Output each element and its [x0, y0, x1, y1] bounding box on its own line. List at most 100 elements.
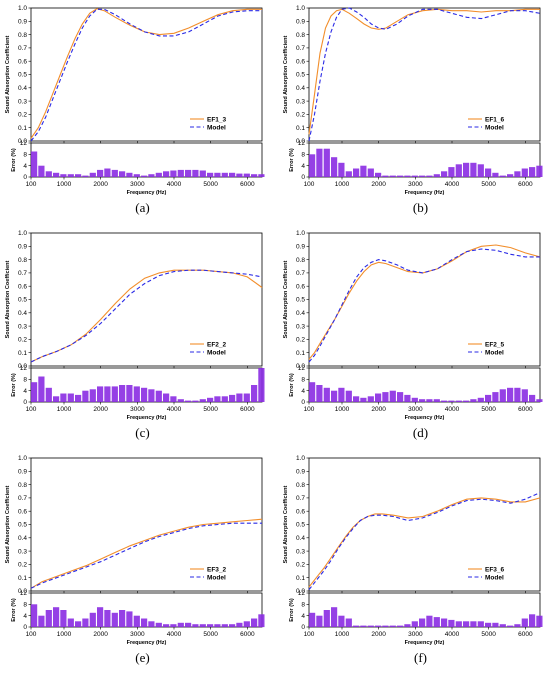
y-tick-label: 0.3 [18, 98, 27, 105]
error-bar [177, 169, 184, 177]
error-bar [485, 168, 492, 177]
legend-label: EF2_5 [485, 341, 505, 348]
y-axis-label: Error (%) [11, 373, 17, 397]
error-bar [507, 625, 514, 627]
error-bar [411, 175, 418, 177]
y-tick-label: 0.8 [18, 257, 27, 264]
x-tick-label: 4000 [167, 406, 182, 413]
y-tick-label: 0.8 [296, 482, 305, 489]
y-tick-label: 0.8 [296, 257, 305, 264]
y-tick-label: 0.1 [18, 575, 27, 582]
x-tick-label: 1000 [335, 181, 350, 188]
y-tick-label: 0 [301, 174, 305, 181]
error-bar [426, 175, 433, 177]
panel-d: 0.0 0.1 0.2 0.3 0.4 0.5 0.6 0.7 0.8 0.9 1.0 Sound A… [283, 230, 543, 440]
y-tick-label: 0.4 [18, 535, 27, 542]
error-bar [126, 385, 133, 402]
error-bar [499, 624, 506, 627]
x-tick-label: 5000 [203, 181, 218, 188]
y-tick-label: 0.7 [18, 495, 27, 502]
plot-frame [30, 457, 263, 592]
y-tick-label: 0.8 [18, 32, 27, 39]
legend-label: Model [485, 574, 504, 581]
x-tick-label: 5000 [481, 631, 496, 638]
error-bar [433, 617, 440, 627]
y-tick-label: 0.6 [18, 58, 27, 65]
error-bar [148, 174, 155, 177]
y-tick-label: 12 [20, 365, 28, 372]
error-bar [470, 162, 477, 177]
plot-frame [308, 7, 541, 142]
y-axis-label: Sound Absorption Coefficient [283, 35, 289, 113]
error-bar [360, 165, 367, 177]
y-tick-label: 0 [23, 174, 27, 181]
y-tick-label: 0.7 [296, 495, 305, 502]
y-tick-label: 0.5 [296, 72, 305, 79]
model-line [308, 248, 540, 363]
error-bar [111, 612, 118, 627]
error-bar [53, 396, 60, 402]
y-tick-label: 1.0 [296, 230, 305, 237]
y-tick-label: 0.3 [296, 548, 305, 555]
error-bar [45, 387, 52, 402]
error-bar [382, 625, 389, 627]
error-bar [411, 621, 418, 627]
error-bar [97, 607, 104, 627]
y-axis-label: Sound Absorption Coefficient [283, 260, 289, 338]
error-bar [163, 624, 170, 627]
error-bar [353, 168, 360, 177]
error-bar [185, 169, 192, 177]
legend-label: EF2_2 [207, 341, 227, 348]
x-tick-label: 6000 [518, 181, 533, 188]
error-bar [89, 612, 96, 627]
y-tick-label: 0.6 [18, 508, 27, 515]
y-tick-label: 4 [301, 163, 305, 170]
error-bar [463, 400, 470, 402]
error-bar [433, 174, 440, 177]
error-bar [229, 394, 236, 402]
y-tick-label: 1.0 [18, 5, 27, 12]
error-bar [97, 386, 104, 402]
legend-label: Model [485, 349, 504, 356]
error-bar [251, 618, 258, 627]
y-tick-label: 8 [301, 152, 305, 159]
error-bar [45, 171, 52, 177]
error-bar [331, 157, 338, 177]
y-axis-label: Sound Absorption Coefficient [5, 485, 11, 563]
y-tick-label: 0.4 [296, 85, 305, 92]
y-tick-label: 4 [301, 613, 305, 620]
x-tick-label: 100 [304, 631, 315, 638]
error-bar [251, 174, 258, 177]
error-bar [404, 175, 411, 177]
error-bar [67, 174, 74, 177]
y-tick-label: 0.0 [18, 138, 27, 145]
error-bar [82, 618, 89, 627]
error-bar [316, 615, 323, 627]
error-bar [38, 615, 45, 627]
error-bar [214, 172, 221, 178]
error-bar [492, 622, 499, 628]
error-bar [148, 621, 155, 627]
x-tick-label: 3000 [130, 406, 145, 413]
error-bar [119, 385, 126, 402]
error-bar [75, 394, 82, 402]
error-bar [389, 390, 396, 402]
error-bar [375, 625, 382, 627]
error-bar [360, 397, 367, 403]
error-bar [126, 172, 133, 178]
model-line [308, 7, 541, 142]
error-bar [323, 148, 330, 177]
y-tick-label: 0.3 [296, 98, 305, 105]
error-bar [38, 376, 45, 402]
error-bar [141, 618, 148, 627]
y-tick-label: 0.2 [18, 337, 27, 344]
y-tick-label: 0 [23, 399, 27, 406]
measured-line [30, 8, 262, 139]
error-bar [309, 612, 316, 627]
error-bar [199, 624, 206, 627]
error-bar [141, 175, 148, 177]
y-tick-label: 0 [301, 399, 305, 406]
y-axis-label: Sound Absorption Coefficient [5, 260, 11, 338]
error-bar [221, 172, 228, 178]
